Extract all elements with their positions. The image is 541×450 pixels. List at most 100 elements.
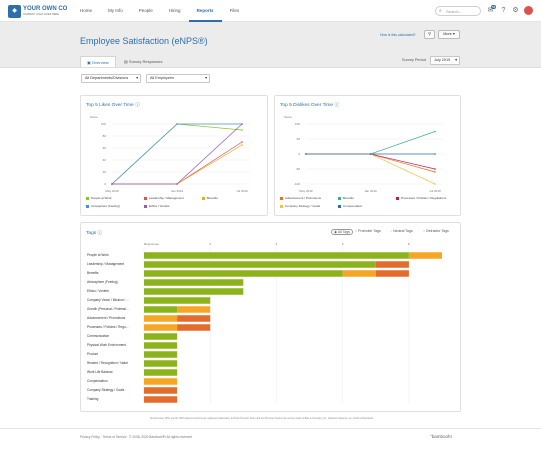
legend-label: Processes / Policies / Regulations [401,196,447,200]
tag-category-label: Leadership / Management [87,261,125,266]
detractor-tags-filter[interactable]: ○ Detractor Tags [423,229,449,233]
data-point[interactable] [241,129,243,131]
more-button[interactable]: More ▾ [438,30,460,39]
bar-segment[interactable] [144,324,178,331]
data-point[interactable] [434,183,436,185]
bar-segment[interactable] [144,270,343,277]
tag-category-label: Growth (Personal / Professi... [87,306,129,311]
bar-segment[interactable] [144,288,244,295]
bar-segment[interactable] [144,315,178,322]
data-point[interactable] [176,123,178,125]
data-point[interactable] [434,153,436,155]
survey-period-select[interactable]: July 2019 ▾ [430,56,460,65]
bar-segment[interactable] [144,252,409,259]
search-icon: ⌕ [439,8,442,14]
tag-category-label: Reward / Recognition / Value [87,360,129,365]
bar-segment[interactable] [144,342,178,349]
logo-name: YOUR OWN CO [23,6,68,12]
tags-title: Tags ⓘ [86,229,102,236]
nav-reports[interactable]: Reports [188,0,222,22]
tag-category-label: Product [87,351,98,356]
bar-segment[interactable] [144,387,178,394]
x-tick-label: May 2019 [299,189,313,193]
tag-category-label: Training [87,396,99,401]
bar-segment[interactable] [144,306,178,313]
tags-title-text: Tags [86,231,97,236]
data-point[interactable] [434,171,436,173]
bar-segment[interactable] [144,261,376,268]
search-input[interactable]: ⌕ Search... [435,6,481,16]
tab-survey-responses[interactable]: ▤ Survey Responses [118,56,168,67]
person-settings-button[interactable]: ⚲ [424,30,435,39]
how-calculated-link[interactable]: How is this calculated? [380,33,416,37]
neutral-tags-filter[interactable]: ○ Neutral Tags [390,229,413,233]
dislikes-card [274,95,461,216]
tab-overview[interactable]: ▣ Overview [80,56,116,67]
bar-segment[interactable] [177,324,211,331]
data-point[interactable] [305,153,307,155]
bar-segment[interactable] [144,360,178,367]
y-axis-label: Score [90,115,98,119]
nav-people[interactable]: People [138,8,153,13]
info-icon[interactable]: ⓘ [334,103,340,108]
x-tick-label: 8 [408,242,410,246]
bar-segment[interactable] [177,315,211,322]
help-icon[interactable]: ? [501,7,506,14]
employee-filter[interactable]: All Employees ▾ [146,74,210,83]
data-point[interactable] [241,141,243,143]
data-point[interactable] [176,183,178,185]
nav-home[interactable]: Home [80,8,93,13]
page-title: Employee Satisfaction (eNPS®) [80,36,208,46]
legend-item: Ethics / Vonlets [144,204,170,208]
footer-links[interactable]: Privacy Policy · Terms of Service · © 20… [80,435,192,439]
bar-segment[interactable] [144,378,178,385]
bar-segment[interactable] [144,351,178,358]
tag-category-label: Company Vision / Mission / ... [87,297,129,302]
bar-segment[interactable] [144,279,244,286]
person-icon: ⚲ [428,32,431,36]
nav-files[interactable]: Files [229,8,240,13]
bar-segment[interactable] [342,270,376,277]
bar-segment[interactable] [144,369,178,376]
legend-swatch [144,196,147,200]
logo-badge-icon: ◆ [8,5,21,18]
inbox-icon[interactable]: ✉ [487,7,494,14]
data-point[interactable] [241,144,243,146]
tag-category-label: Processes / Policies / Regu... [87,324,129,329]
data-point[interactable] [369,153,372,155]
bar-segment[interactable] [375,261,409,268]
radio-icon: ○ [355,229,358,233]
bar-segment[interactable] [144,333,178,340]
bar-segment[interactable] [375,270,409,277]
data-point[interactable] [434,168,436,170]
info-icon[interactable]: ⓘ [97,231,103,236]
chevron-down-icon: ▾ [136,76,138,80]
nav-hiring[interactable]: Hiring [168,8,181,13]
bar-segment[interactable] [144,396,178,403]
legend-swatch [202,196,205,200]
promoter-tags-filter[interactable]: ○ Promoter Tags [355,229,381,233]
data-point[interactable] [111,183,113,185]
neutral-tags-label: Neutral Tags [393,229,413,233]
chevron-down-icon: ▾ [455,58,457,62]
data-point[interactable] [241,123,243,125]
company-logo[interactable]: ◆ YOUR OWN CO COMPANY LOGO GOES HERE [8,5,68,18]
nav-my-info[interactable]: My Info [108,8,123,13]
promoter-tags-label: Promoter Tags [358,229,381,233]
legend-item: Compensation [338,204,362,208]
all-tags-filter[interactable]: ◉ All Tags [331,229,354,235]
gear-icon[interactable]: ⚙ [512,7,519,14]
avatar[interactable] [524,6,533,15]
bar-segment[interactable] [408,252,442,259]
info-icon[interactable]: ⓘ [135,103,140,108]
department-filter[interactable]: All Departments/Divisions ▾ [81,74,141,83]
bar-segment[interactable] [177,306,211,313]
tab-overview-label: Overview [91,60,109,65]
bar-segment[interactable] [144,297,211,304]
series-line [306,131,436,155]
legend-swatch [338,204,341,208]
data-point[interactable] [434,130,436,133]
legend-label: Compensation [343,204,363,208]
notification-count: 56 [491,5,497,9]
